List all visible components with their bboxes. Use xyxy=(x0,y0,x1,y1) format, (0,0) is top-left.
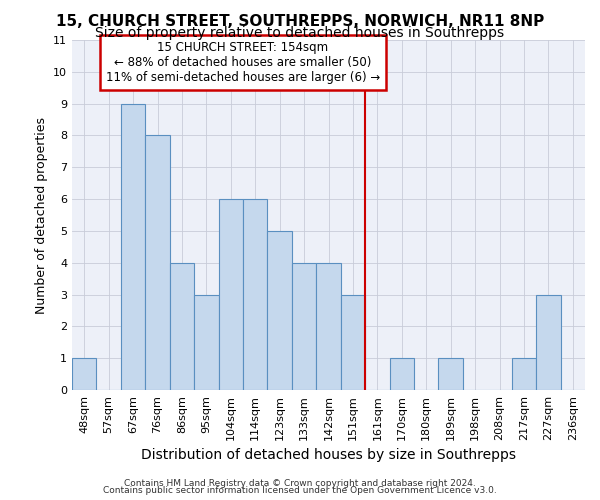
Bar xyxy=(439,358,463,390)
Bar xyxy=(194,294,218,390)
Bar xyxy=(170,262,194,390)
X-axis label: Distribution of detached houses by size in Southrepps: Distribution of detached houses by size … xyxy=(141,448,516,462)
Bar xyxy=(218,199,243,390)
Text: 15 CHURCH STREET: 154sqm
← 88% of detached houses are smaller (50)
11% of semi-d: 15 CHURCH STREET: 154sqm ← 88% of detach… xyxy=(106,41,380,84)
Bar xyxy=(512,358,536,390)
Bar xyxy=(292,262,316,390)
Bar xyxy=(145,136,170,390)
Bar xyxy=(536,294,560,390)
Bar xyxy=(243,199,268,390)
Text: Contains public sector information licensed under the Open Government Licence v3: Contains public sector information licen… xyxy=(103,486,497,495)
Bar xyxy=(121,104,145,390)
Text: 15, CHURCH STREET, SOUTHREPPS, NORWICH, NR11 8NP: 15, CHURCH STREET, SOUTHREPPS, NORWICH, … xyxy=(56,14,544,29)
Y-axis label: Number of detached properties: Number of detached properties xyxy=(35,116,47,314)
Bar xyxy=(268,231,292,390)
Bar xyxy=(341,294,365,390)
Bar xyxy=(316,262,341,390)
Text: Size of property relative to detached houses in Southrepps: Size of property relative to detached ho… xyxy=(95,26,505,40)
Text: Contains HM Land Registry data © Crown copyright and database right 2024.: Contains HM Land Registry data © Crown c… xyxy=(124,478,476,488)
Bar xyxy=(72,358,97,390)
Bar xyxy=(389,358,414,390)
